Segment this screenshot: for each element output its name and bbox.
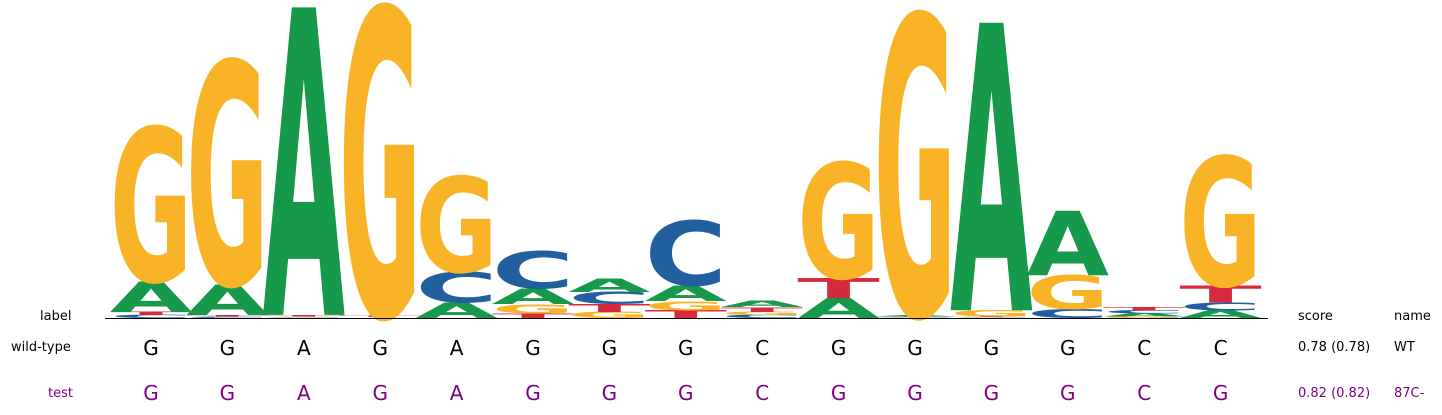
logo-letter-C-pos-12: C [950, 317, 1033, 318]
logo-letter-G-pos-8: G [645, 298, 728, 313]
wild-type-letter-11: G [907, 336, 923, 360]
logo-letter-G-pos-2: G [186, 1, 269, 322]
wild-type-letter-8: G [678, 336, 694, 360]
row-label-wild-type: wild-type [11, 340, 71, 355]
logo-letter-A-pos-13: A [1027, 194, 1110, 297]
logo-letter-A-pos-14: A [1103, 313, 1186, 318]
logo-letter-A-pos-2: A [186, 276, 269, 322]
wild-type-name: WT [1394, 340, 1415, 355]
logo-letter-T-pos-8: T [645, 308, 728, 320]
test-letter-11: G [907, 381, 923, 405]
logo-letter-C-pos-9: C [721, 314, 804, 319]
wild-type-letter-1: G [143, 336, 159, 360]
logo-letter-T-pos-11: T [874, 316, 957, 317]
wild-type-letter-12: G [983, 336, 1000, 360]
test-letter-1: G [143, 381, 159, 405]
logo-letter-A-pos-8: A [645, 282, 728, 306]
wild-type-letter-4: G [372, 336, 388, 360]
logo-letter-G-pos-12: G [950, 309, 1033, 319]
wild-type-letter-7: G [601, 336, 618, 360]
logo-letter-A-pos-1: A [110, 273, 193, 322]
logo-baseline [105, 318, 1268, 319]
logo-letter-C-pos-15: C [1179, 301, 1262, 313]
logo-letter-C-pos-5: C [415, 264, 498, 313]
label-header: label [40, 309, 72, 324]
logo-letter-A-pos-15: A [1179, 308, 1262, 320]
test-letter-13: G [1060, 381, 1076, 405]
logo-letter-A-pos-6: A [492, 285, 575, 309]
logo-letter-A-pos-7: A [568, 274, 651, 296]
logo-letter-G-pos-1: G [110, 86, 193, 322]
test-letter-9: C [755, 381, 770, 405]
logo-letter-C-pos-6: C [492, 242, 575, 301]
logo-letter-A-pos-3: A [263, 0, 346, 322]
logo-letter-A-pos-11: A [874, 315, 957, 317]
wild-type-letter-14: C [1137, 336, 1152, 360]
test-letter-3: A [296, 381, 311, 405]
logo-letter-T-pos-12: T [950, 316, 1033, 317]
test-letter-7: G [601, 381, 618, 405]
logo-letter-C-pos-13: C [1026, 306, 1109, 321]
logo-letter-G-pos-3: G [263, 316, 346, 317]
test-letter-15: G [1212, 381, 1229, 405]
logo-letter-G-pos-13: G [1027, 266, 1110, 320]
logo-letter-T-pos-7: T [568, 302, 651, 314]
test-letter-12: G [983, 381, 1000, 405]
logo-letter-G-pos-7: G [568, 310, 651, 320]
logo-letter-G-pos-9: G [721, 311, 804, 316]
logo-letter-T-pos-2: T [186, 315, 269, 317]
row-label-test: test [48, 386, 73, 401]
logo-letter-C-pos-8: C [644, 203, 727, 306]
logo-letter-T-pos-14: T [1103, 306, 1186, 311]
logo-letter-T-pos-9: T [721, 306, 804, 313]
logo-letter-A-pos-12: A [950, 0, 1033, 322]
logo-letter-T-pos-10: T [797, 273, 880, 305]
test-letter-2: G [219, 381, 236, 405]
wild-type-letter-15: C [1213, 336, 1228, 360]
logo-letter-C-pos-14: C [1103, 309, 1186, 314]
logo-letter-A-pos-9: A [721, 299, 804, 309]
logo-letter-C-pos-11: C [874, 317, 957, 318]
logo-letter-G-pos-15: G [1179, 121, 1262, 322]
test-letter-5: A [449, 381, 464, 405]
test-letter-8: G [678, 381, 694, 405]
logo-letter-T-pos-6: T [492, 312, 575, 319]
logo-letter-A-pos-5: A [415, 299, 498, 322]
test-letter-6: G [525, 381, 541, 405]
logo-letter-G-pos-5: G [415, 151, 498, 303]
logo-letter-T-pos-4: T [339, 315, 422, 317]
test-name: 87C- [1394, 386, 1425, 401]
wild-type-letter-9: C [755, 336, 770, 360]
logo-letter-G-pos-6: G [492, 302, 575, 317]
wild-type-score: 0.78 (0.78) [1298, 340, 1371, 355]
name-header: name [1394, 309, 1431, 324]
logo-letter-A-pos-10: A [797, 293, 880, 322]
test-letter-4: G [372, 381, 388, 405]
wild-type-letter-3: A [296, 336, 311, 360]
logo-letter-G-pos-4: G [339, 0, 422, 322]
logo-letter-T-pos-3: T [262, 315, 345, 317]
logo-letter-C-pos-3: C [263, 317, 346, 318]
logo-letter-G-pos-10: G [797, 132, 880, 316]
test-letter-10: G [830, 381, 847, 405]
wild-type-letter-13: G [1060, 336, 1076, 360]
logo-letter-C-pos-1: C [110, 314, 193, 319]
sequence-logo: CTAGCTAGCGTATGACGTGACGTCATGACCGTAATGCTAG… [110, 0, 1263, 322]
logo-letter-G-pos-14: G [1103, 316, 1186, 318]
wild-type-letter-2: G [219, 336, 236, 360]
wild-type-letter-10: G [830, 336, 847, 360]
wild-type-letter-6: G [525, 336, 541, 360]
logo-letter-G-pos-11: G [874, 0, 957, 322]
test-score: 0.82 (0.82) [1298, 386, 1371, 401]
score-header: score [1298, 309, 1333, 324]
logo-letter-T-pos-15: T [1179, 281, 1262, 308]
logo-letter-C-pos-2: C [186, 316, 269, 318]
wild-type-letter-5: A [449, 336, 464, 360]
test-letter-14: C [1137, 381, 1152, 405]
logo-letter-T-pos-1: T [110, 311, 193, 316]
logo-letter-C-pos-7: C [568, 288, 651, 308]
